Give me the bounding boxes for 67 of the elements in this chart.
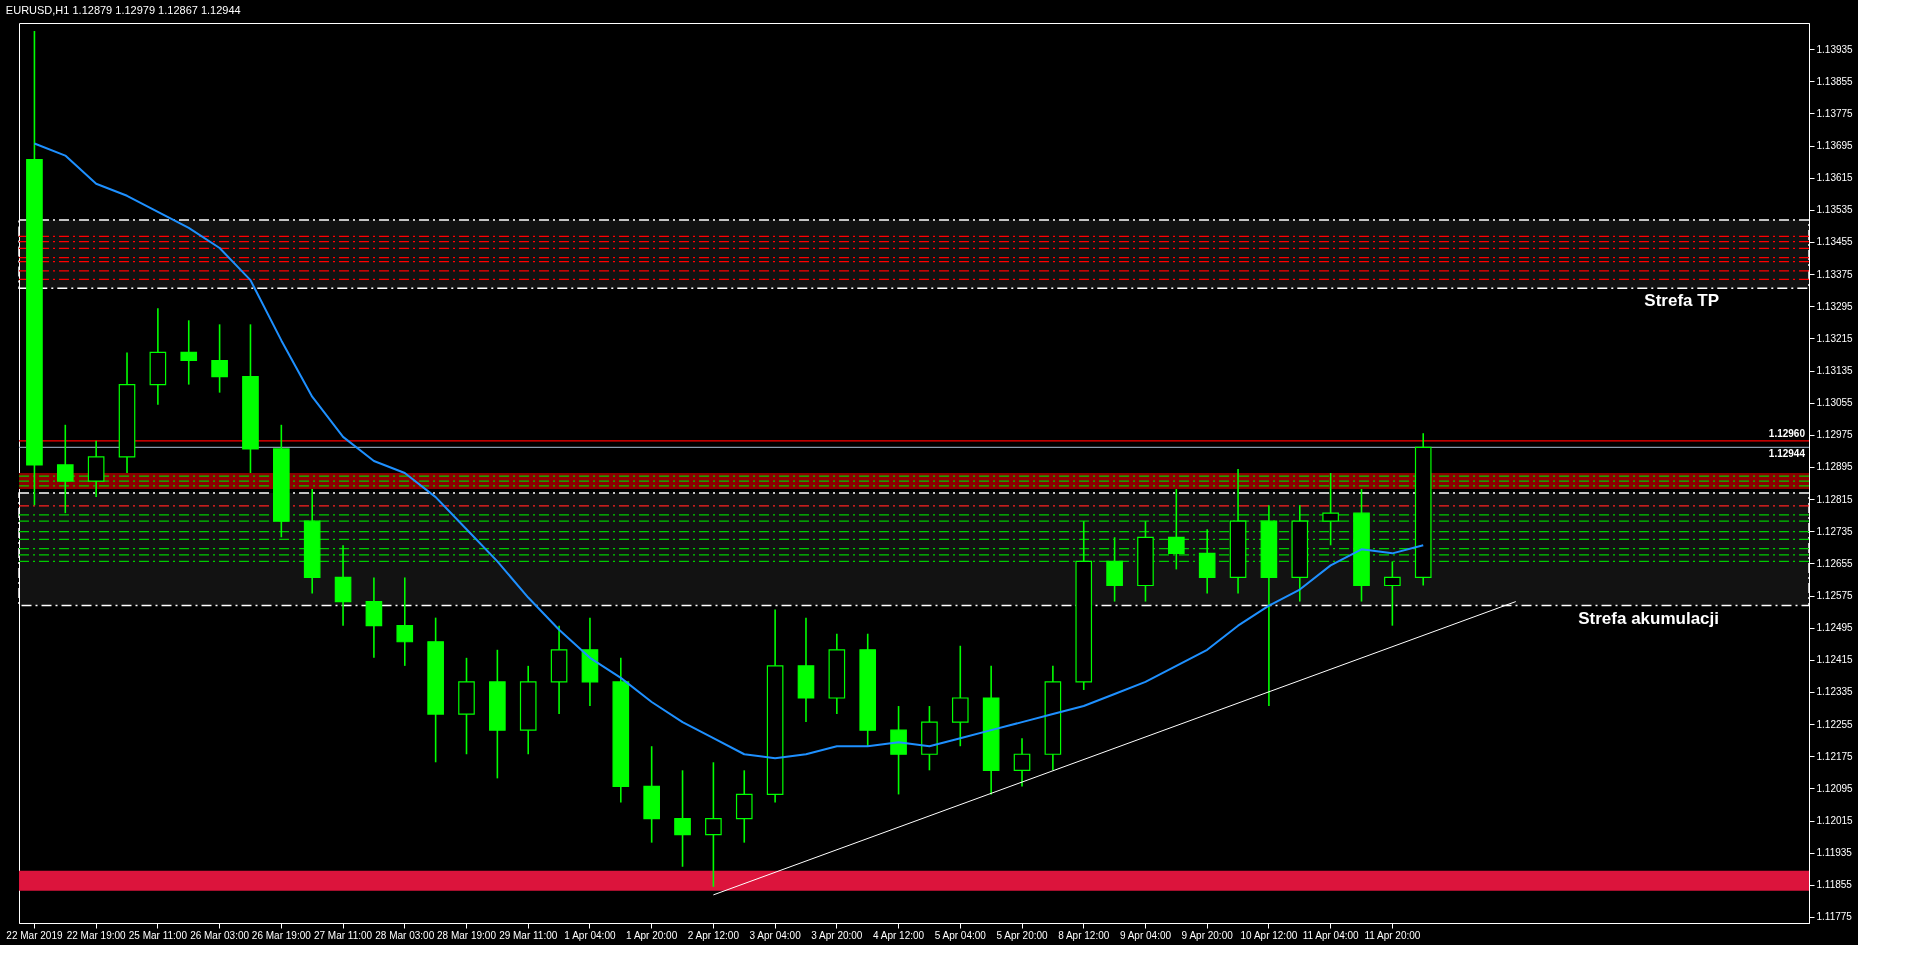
y-tick-label: 1.12895 [1816,461,1854,473]
x-tick-label: 8 Apr 12:00 [1058,929,1110,941]
y-tick-label: 1.12415 [1816,654,1854,666]
y-tick-label: 1.13615 [1816,172,1854,184]
y-tick-label: 1.13135 [1816,365,1854,377]
x-tick-label: 29 Mar 11:00 [499,929,558,941]
y-tick-label: 1.11935 [1816,847,1853,859]
x-tick-label: 10 Apr 12:00 [1240,929,1298,941]
y-tick-label: 1.11775 [1816,911,1853,923]
y-tick-label: 1.11855 [1816,879,1853,891]
x-tick-label: 9 Apr 20:00 [1181,929,1234,941]
y-tick-label: 1.12655 [1816,557,1854,569]
y-tick-label: 1.12575 [1816,590,1854,602]
x-tick-label: 5 Apr 20:00 [996,929,1049,941]
candlestick [56,423,74,514]
band-label: Strefa akumulacji [1578,608,1719,628]
y-tick-label: 1.13535 [1816,204,1854,216]
line-series [33,142,1425,760]
y-tick-label: 1.12735 [1816,525,1854,537]
x-tick-label: 25 Mar 11:00 [128,929,188,941]
y-tick-label: 1.13375 [1816,268,1854,280]
candlestick [180,319,198,386]
y-tick-label: 1.12495 [1816,622,1854,634]
x-tick-label: 4 Apr 12:00 [872,929,925,941]
candlestick [211,323,228,394]
x-tick-label: 11 Apr 04:00 [1302,929,1360,941]
x-tick-label: 3 Apr 20:00 [811,929,863,941]
y-tick-label: 1.12095 [1816,782,1854,794]
x-tick-label: 5 Apr 04:00 [934,929,987,941]
candlestick [1013,737,1031,788]
candlestick [396,576,414,667]
y-tick-label: 1.12255 [1816,718,1854,730]
candlestick [1384,560,1401,627]
y-tick-label: 1.13455 [1816,236,1854,248]
y-tick-label: 1.13215 [1816,332,1854,344]
y-tick-label: 1.12815 [1816,493,1854,505]
candlestick [1168,488,1185,571]
x-tick-label: 27 Mar 11:00 [313,929,373,941]
x-tick-label: 22 Mar 19:00 [66,929,127,941]
band-label: Strefa TP [1644,291,1719,311]
y-tick-label: 1.13695 [1816,140,1854,152]
x-tick-label: 22 Mar 2019 [6,929,63,941]
y-tick-label: 1.12335 [1816,686,1854,698]
y-tick-label: 1.12015 [1816,815,1854,827]
candlestick [1322,472,1339,547]
y-tick-label: 1.13295 [1816,300,1854,312]
x-tick-label: 9 Apr 04:00 [1119,929,1172,941]
y-tick-label: 1.13935 [1816,43,1854,55]
x-tick-label: 3 Apr 04:00 [749,929,802,941]
y-tick-label: 1.12975 [1816,429,1854,441]
x-tick-label: 28 Mar 03:00 [375,929,435,941]
ref-line-label: 1.12944 [1768,448,1806,460]
x-tick-label: 26 Mar 03:00 [190,929,250,941]
y-tick-label: 1.13855 [1816,75,1854,87]
y-tick-label: 1.13775 [1816,107,1854,119]
x-tick-label: 11 Apr 20:00 [1364,929,1421,941]
candlestick [674,769,691,868]
x-tick-label: 1 Apr 04:00 [564,929,616,941]
candlestick [705,761,722,888]
ref-line-label: 1.12960 [1768,427,1806,439]
x-tick-label: 2 Apr 12:00 [687,929,740,941]
x-tick-label: 1 Apr 20:00 [626,929,678,941]
chart-title: EURUSD,H1 1.12879 1.12979 1.12867 1.12944 [5,4,241,17]
y-tick-label: 1.13055 [1816,397,1854,409]
x-tick-label: 28 Mar 19:00 [437,929,497,941]
y-tick-label: 1.12175 [1816,750,1854,762]
x-tick-label: 26 Mar 19:00 [251,929,312,941]
